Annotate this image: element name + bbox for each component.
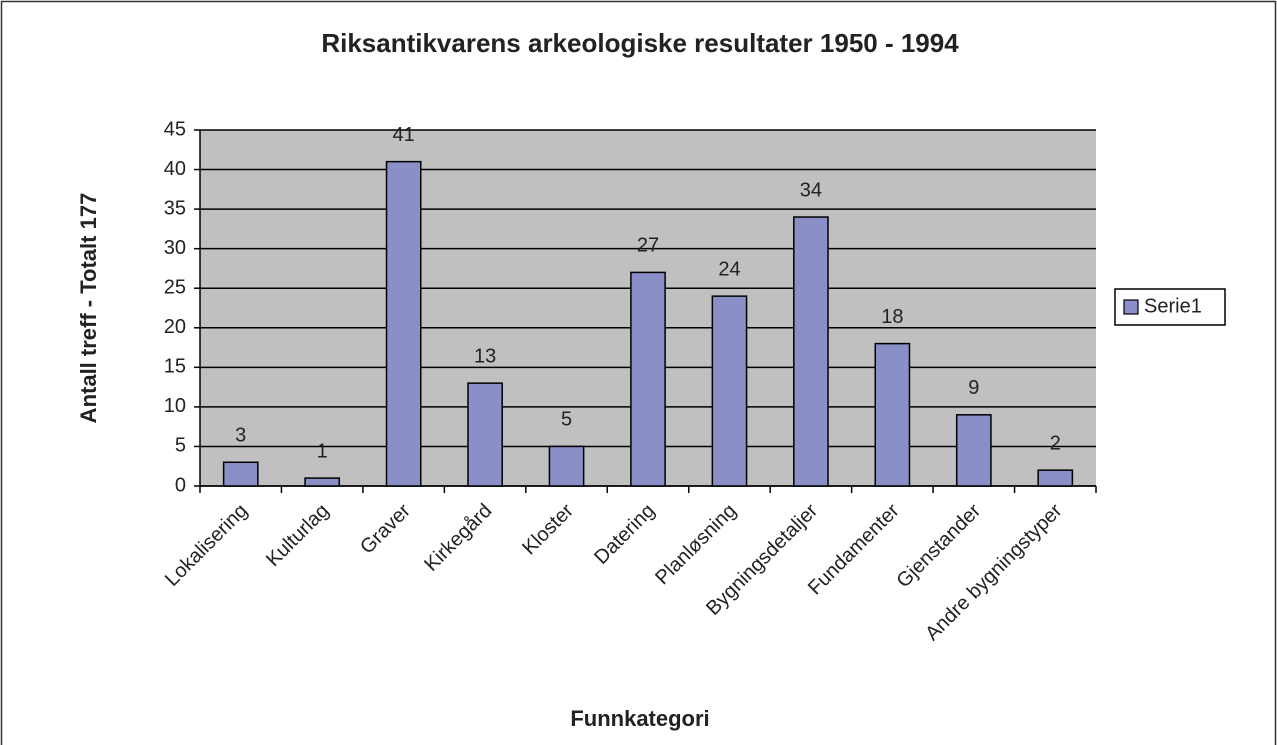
data-label: 24 [718, 258, 740, 280]
data-label: 27 [637, 235, 659, 257]
bar [548, 445, 585, 487]
data-label: 5 [561, 409, 572, 431]
data-label: 1 [317, 440, 328, 462]
x-axis-title: Funnkategori [570, 706, 709, 731]
legend-label: Serie1 [1144, 295, 1202, 317]
data-label: 9 [968, 377, 979, 399]
bar [955, 414, 992, 487]
y-tick-label: 5 [175, 435, 186, 457]
data-label: 13 [474, 345, 496, 367]
legend-swatch [1123, 299, 1139, 315]
chart-title: Riksantikvarens arkeologiske resultater … [321, 28, 959, 58]
y-tick-label: 40 [164, 158, 186, 180]
bar [385, 160, 422, 487]
y-tick-label: 10 [164, 395, 186, 417]
bar [793, 216, 829, 487]
y-tick-label: 35 [164, 197, 186, 219]
bar [1037, 469, 1074, 487]
bar [222, 461, 259, 487]
y-axis-title: Antall treff - Totalt 177 [76, 193, 101, 424]
bar [467, 382, 503, 487]
y-tick-label: 30 [164, 237, 186, 259]
y-tick-label: 15 [164, 356, 186, 378]
bar [874, 342, 911, 487]
bar [711, 295, 748, 487]
data-label: 3 [235, 425, 246, 447]
bar [630, 271, 666, 487]
y-tick-label: 0 [175, 474, 186, 496]
y-tick-label: 25 [164, 277, 186, 299]
data-label: 34 [800, 179, 822, 201]
data-label: 18 [881, 306, 903, 328]
y-tick-label: 45 [164, 118, 186, 140]
data-label: 41 [393, 124, 415, 146]
bar [304, 477, 341, 487]
y-tick-label: 20 [164, 316, 186, 338]
data-label: 2 [1050, 432, 1061, 454]
